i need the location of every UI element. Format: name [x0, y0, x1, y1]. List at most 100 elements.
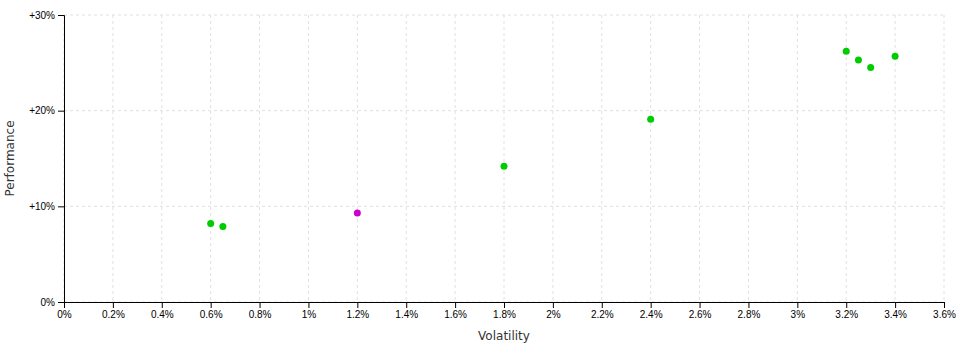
point — [207, 220, 214, 227]
x-axis-tick-label: 2.2% — [591, 309, 614, 320]
x-axis: 0% 0.2% 0.4% 0.6% 0.8% 1% 1.2% 1.4% 1.6% 1.8% 2% 2.… — [57, 302, 956, 320]
x-axis-tick-label: 3.4% — [884, 309, 907, 320]
x-axis-tick-label: 1% — [302, 309, 317, 320]
grid-line-x — [259, 15, 260, 302]
x-axis-tick: 0.6% — [200, 302, 223, 320]
x-axis-tick-mark — [211, 302, 212, 308]
x-axis-tick-mark — [553, 302, 554, 308]
x-axis-tick-label: 0.8% — [249, 309, 272, 320]
x-axis-tick-label: 2.4% — [640, 309, 663, 320]
x-axis-tick: 3.6% — [933, 302, 956, 320]
x-axis-tick-mark — [308, 302, 309, 308]
x-axis-tick-mark — [357, 302, 358, 308]
x-axis-tick-mark — [602, 302, 603, 308]
x-axis-tick: 3.2% — [835, 302, 858, 320]
y-axis-tick-mark — [58, 302, 64, 303]
x-axis-tick: 1.4% — [395, 302, 418, 320]
point — [219, 223, 226, 230]
grid-line-y — [64, 110, 944, 111]
x-axis-tick-mark — [895, 302, 896, 308]
y-axis-line — [58, 16, 65, 303]
grid-line-x — [210, 15, 211, 302]
y-axis: 0% +10% +20% +30% — [29, 10, 64, 308]
x-axis-tick-label: 1.2% — [346, 309, 369, 320]
x-axis-tick-label: 3.2% — [835, 309, 858, 320]
x-axis-tick-label: 1.4% — [395, 309, 418, 320]
x-axis-tick: 2.4% — [640, 302, 663, 320]
series — [354, 210, 361, 217]
point — [892, 53, 899, 60]
x-axis-tick-label: 1.8% — [493, 309, 516, 320]
x-axis-tick-mark — [113, 302, 114, 308]
x-axis-tick: 0.8% — [249, 302, 272, 320]
x-axis-tick-label: 0.2% — [102, 309, 125, 320]
x-axis-tick: 2.2% — [591, 302, 614, 320]
y-axis-tick-label: +20% — [29, 105, 55, 116]
x-axis-tick-mark — [260, 302, 261, 308]
y-axis-tick: 0% — [41, 297, 64, 308]
y-axis-tick-mark — [58, 111, 64, 112]
y-axis-tick: +20% — [29, 105, 64, 116]
x-axis-tick-mark — [651, 302, 652, 308]
x-axis-tick-mark — [846, 302, 847, 308]
x-axis-tick-label: 0% — [57, 309, 72, 320]
y-axis-title: Performance — [3, 120, 17, 196]
point — [843, 48, 850, 55]
x-axis-tick-mark — [406, 302, 407, 308]
point — [647, 116, 654, 123]
grid-line-x — [601, 15, 602, 302]
y-axis-tick: +10% — [29, 201, 64, 212]
point — [867, 64, 874, 71]
y-axis-tick-label: 0% — [41, 297, 56, 308]
y-axis-tick-label: +10% — [29, 201, 55, 212]
x-axis-tick: 1% — [302, 302, 317, 320]
x-axis-tick-mark — [944, 302, 945, 308]
x-axis-tick-mark — [700, 302, 701, 308]
y-axis-tick: +30% — [29, 10, 64, 21]
grid-line-x — [699, 15, 700, 302]
grid — [64, 15, 944, 302]
grid-line-y — [64, 15, 944, 16]
y-axis-tick-mark — [58, 15, 64, 16]
x-axis-tick-label: 2% — [546, 309, 561, 320]
x-axis-tick: 3% — [791, 302, 806, 320]
x-axis-tick-label: 2.6% — [689, 309, 712, 320]
grid-line-x — [504, 15, 505, 302]
x-axis-tick-mark — [455, 302, 456, 308]
series — [207, 48, 898, 230]
grid-line-x — [552, 15, 553, 302]
x-axis-tick: 0.4% — [151, 302, 174, 320]
grid-line-x — [308, 15, 309, 302]
point — [354, 210, 361, 217]
y-axis-tick-mark — [58, 206, 64, 207]
x-axis-line — [65, 303, 945, 309]
x-axis-tick-mark — [797, 302, 798, 308]
x-axis-tick: 0.2% — [102, 302, 125, 320]
x-axis-title: Volatility — [478, 329, 530, 343]
x-axis-tick: 1.2% — [346, 302, 369, 320]
x-axis-tick-label: 0.4% — [151, 309, 174, 320]
x-axis-tick-label: 2.8% — [738, 309, 761, 320]
chart: 0% 0.2% 0.4% 0.6% 0.8% 1% 1.2% 1.4% 1.6% 1.8% 2% 2.… — [0, 0, 966, 350]
plot: 0% 0.2% 0.4% 0.6% 0.8% 1% 1.2% 1.4% 1.6% 1.8% 2% 2.… — [29, 10, 956, 320]
grid-line-x — [846, 15, 847, 302]
x-axis-tick-label: 3% — [791, 309, 806, 320]
point — [501, 163, 508, 170]
grid-line-x — [112, 15, 113, 302]
grid-line-x — [650, 15, 651, 302]
grid-line-x — [357, 15, 358, 302]
points — [207, 48, 898, 230]
x-axis-tick: 1.6% — [444, 302, 467, 320]
grid-line-x — [161, 15, 162, 302]
x-axis-tick-label: 0.6% — [200, 309, 223, 320]
x-axis-tick-label: 1.6% — [444, 309, 467, 320]
y-axis-tick-label: +30% — [29, 10, 55, 21]
grid-line-x — [748, 15, 749, 302]
point — [855, 56, 862, 63]
x-axis-tick: 2.8% — [738, 302, 761, 320]
grid-line-x — [406, 15, 407, 302]
x-axis-tick-mark — [162, 302, 163, 308]
x-axis-tick-mark — [504, 302, 505, 308]
x-axis-tick: 2% — [546, 302, 561, 320]
x-axis-tick-mark — [748, 302, 749, 308]
